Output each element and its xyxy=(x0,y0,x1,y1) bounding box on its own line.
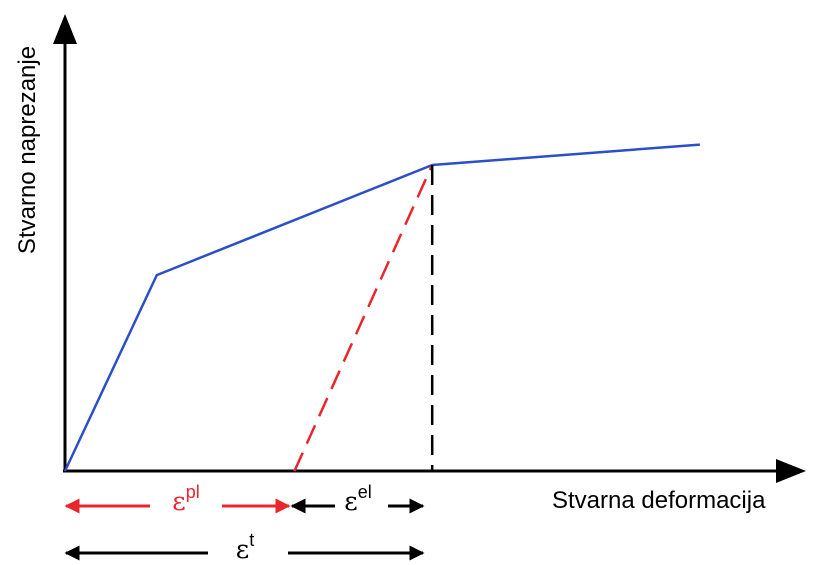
total-strain-indicator: εt xyxy=(64,530,425,565)
axes xyxy=(53,14,806,483)
plastic-strain-label: εpl xyxy=(172,482,200,517)
x-axis-title: Stvarna deformacija xyxy=(552,487,766,514)
y-axis-arrowhead xyxy=(53,14,77,44)
elastic-strain-indicator: εel xyxy=(290,482,425,517)
elastic-strain-label: εel xyxy=(344,482,372,517)
unloading-line-dashed xyxy=(293,164,434,472)
x-axis-arrowhead xyxy=(776,459,806,483)
y-axis-title: Stvarno naprezanje xyxy=(14,46,41,254)
total-strain-label: εt xyxy=(236,530,255,565)
plastic-strain-indicator: εpl xyxy=(64,482,291,517)
stress-strain-curve xyxy=(63,143,700,472)
